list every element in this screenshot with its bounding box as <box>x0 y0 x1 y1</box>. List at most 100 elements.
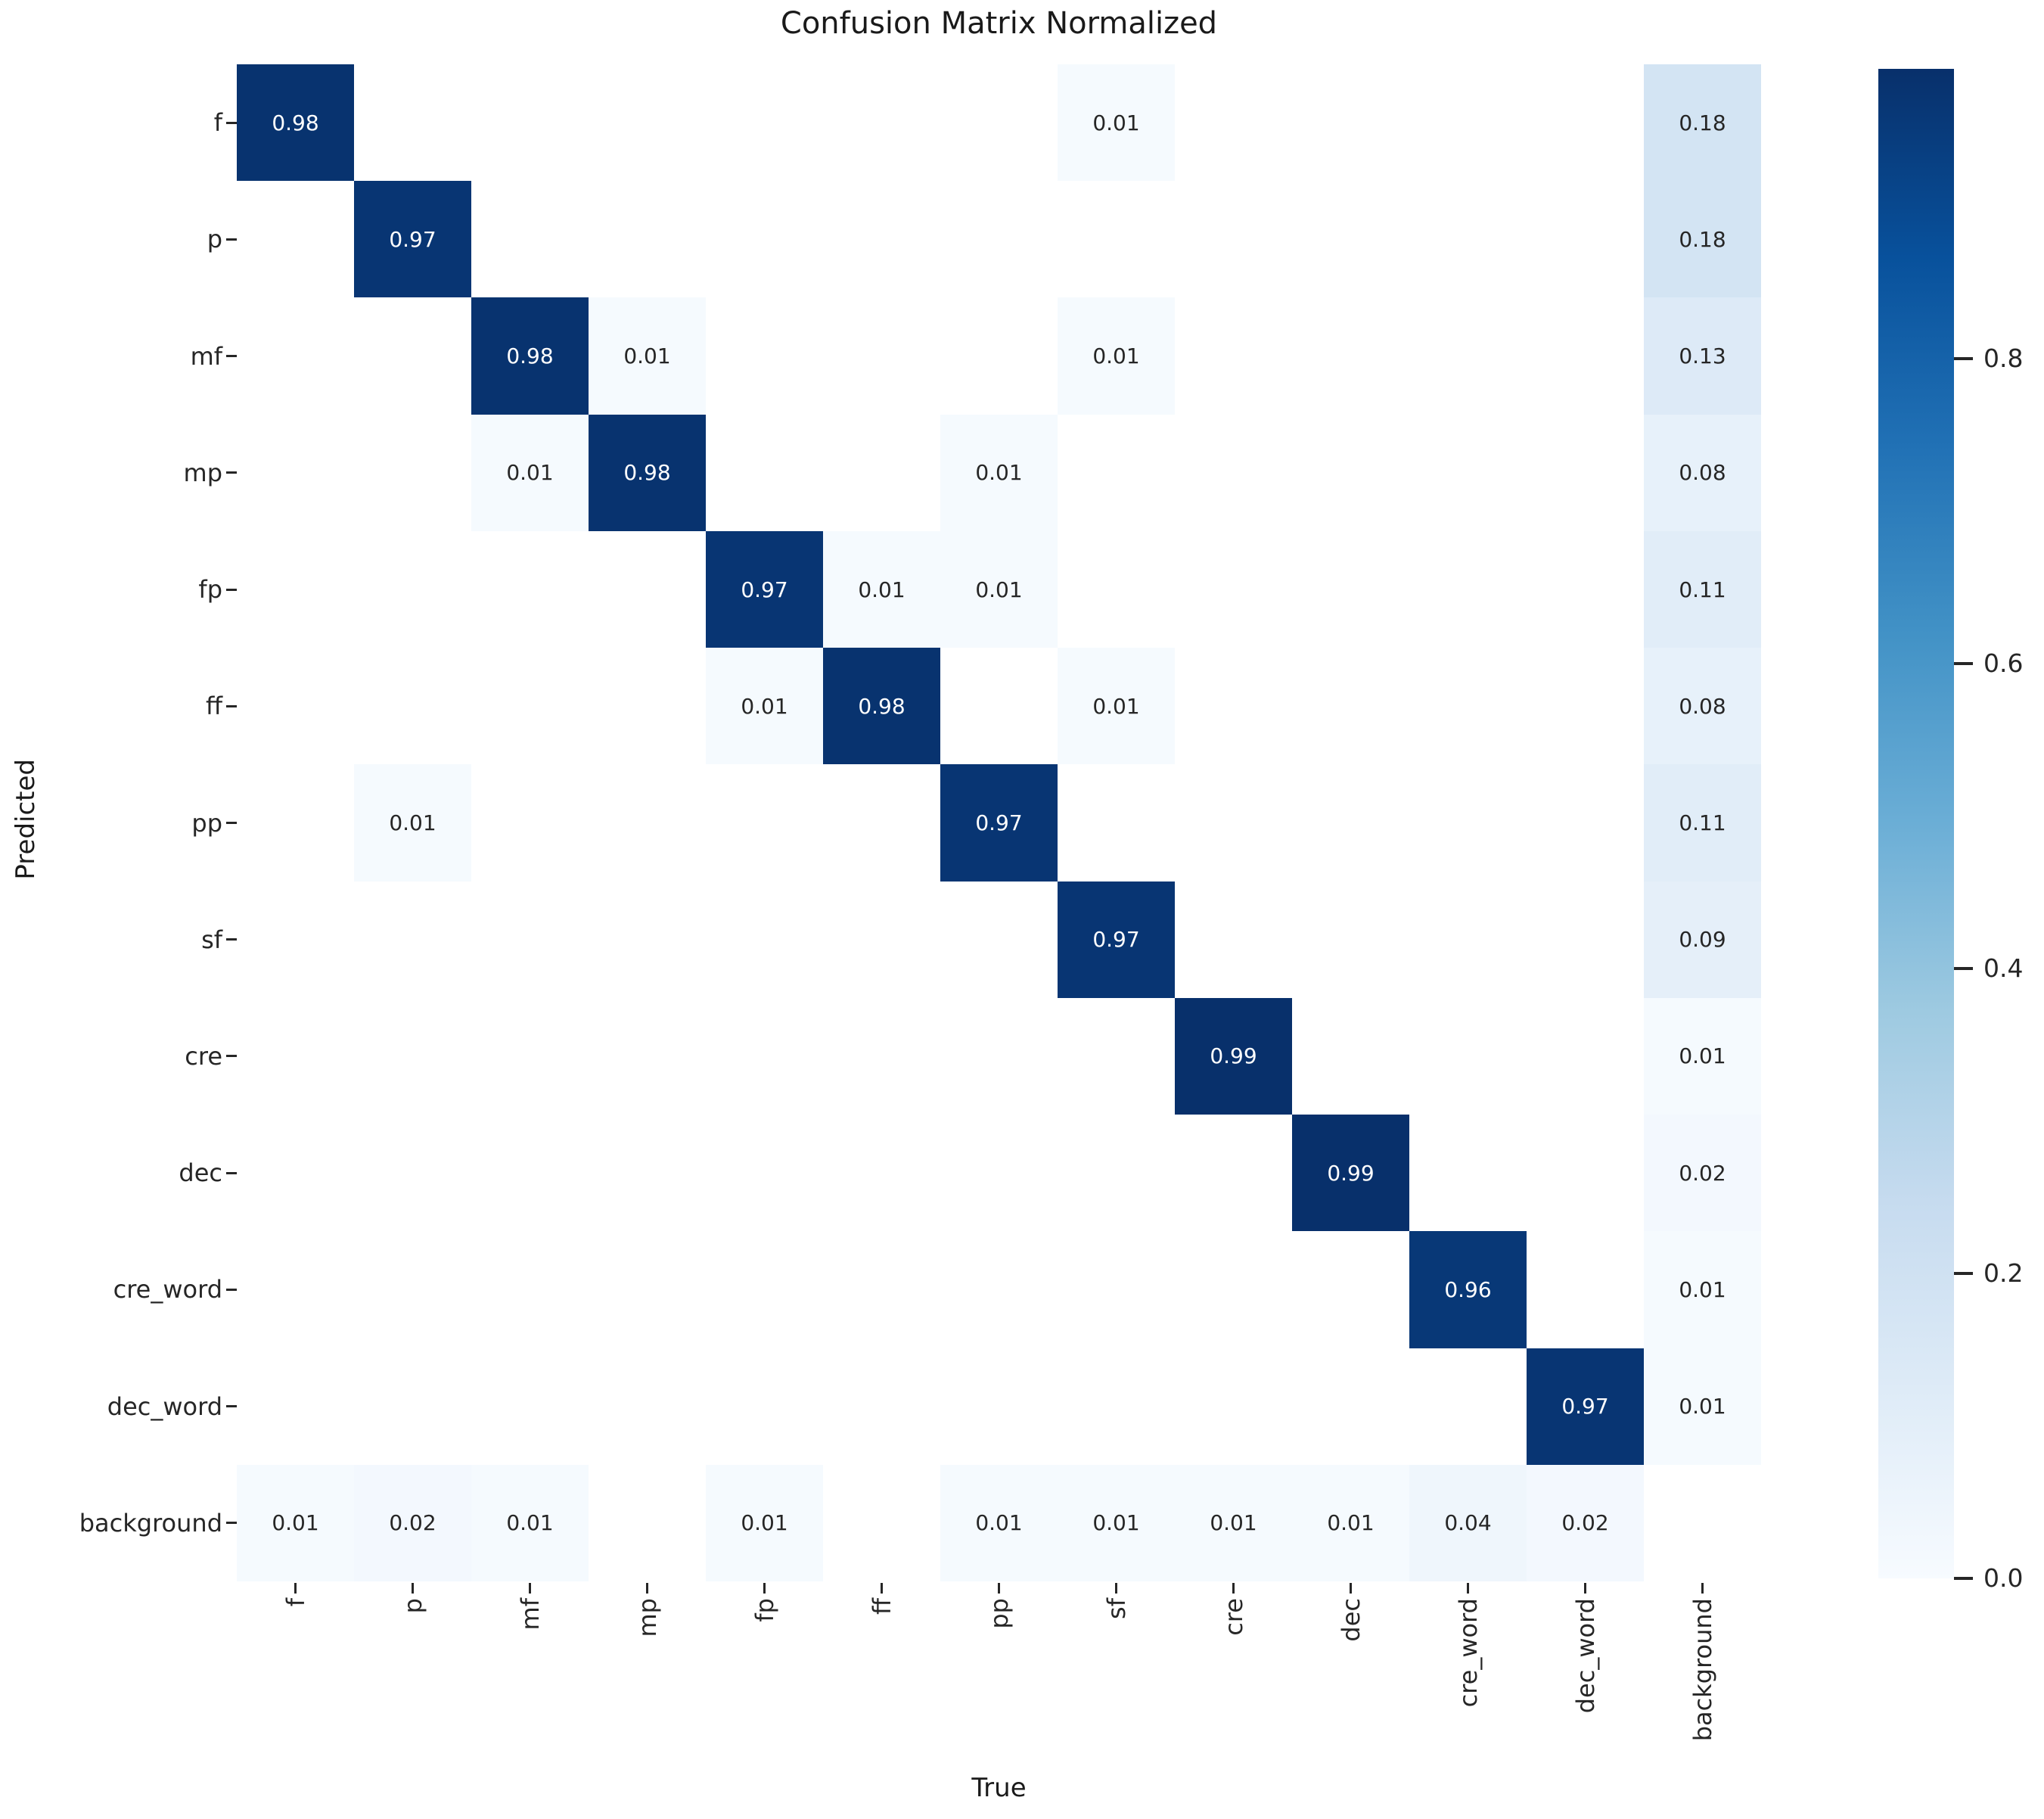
heatmap-cell <box>1292 297 1409 415</box>
heatmap-cell: 0.99 <box>1175 997 1292 1115</box>
heatmap-cell <box>471 1115 589 1232</box>
x-tick-mark <box>1350 1583 1352 1594</box>
heatmap-cell <box>354 1348 471 1465</box>
heatmap-cell: 0.97 <box>940 764 1058 882</box>
heatmap-cell <box>940 64 1058 182</box>
heatmap-cell <box>589 648 706 765</box>
heatmap-cell <box>1409 414 1527 531</box>
heatmap-cell <box>471 181 589 298</box>
heatmap-cell <box>940 1231 1058 1348</box>
heatmap-cell <box>589 530 706 648</box>
y-tick-mark <box>226 238 237 241</box>
heatmap-cell: 0.02 <box>1644 1115 1761 1232</box>
heatmap-cell <box>589 1464 706 1581</box>
heatmap-cell <box>1292 64 1409 182</box>
heatmap-cell: 0.97 <box>354 181 471 298</box>
heatmap-cell <box>237 181 354 298</box>
y-tick-label: pp <box>191 808 222 838</box>
heatmap-cell: 0.97 <box>1058 881 1175 998</box>
heatmap-cell: 0.98 <box>823 648 940 765</box>
heatmap-cell: 0.01 <box>1058 648 1175 765</box>
heatmap-cell: 0.08 <box>1644 648 1761 765</box>
y-tick-mark <box>226 1171 237 1174</box>
heatmap-cell <box>823 1231 940 1348</box>
heatmap-cell: 0.01 <box>1058 64 1175 182</box>
heatmap-cell <box>1058 997 1175 1115</box>
colorbar-tick-mark <box>1954 661 1973 665</box>
heatmap-cell <box>823 881 940 998</box>
heatmap-cell <box>940 1348 1058 1465</box>
heatmap-cell <box>1175 181 1292 298</box>
heatmap-cell <box>823 1348 940 1465</box>
heatmap-cell <box>940 648 1058 765</box>
heatmap-cell <box>823 414 940 531</box>
y-tick-mark <box>226 1288 237 1291</box>
heatmap-cell <box>1409 64 1527 182</box>
heatmap-cell <box>1527 1231 1644 1348</box>
y-tick-mark <box>226 355 237 358</box>
y-tick-label: dec_word <box>107 1391 222 1421</box>
y-tick-mark <box>226 1055 237 1058</box>
colorbar-tick-label: 0.2 <box>1983 1258 2024 1288</box>
x-tick-mark <box>646 1583 648 1594</box>
heatmap-cell <box>1292 881 1409 998</box>
heatmap-grid: 0.98 0.01 0.18 0.97 0.18 0.98 0.01 0.01 0.13 0.01… <box>237 64 1761 1581</box>
y-tick-label: dec <box>179 1158 222 1188</box>
heatmap-cell <box>1175 64 1292 182</box>
heatmap-cell <box>706 64 823 182</box>
heatmap-cell <box>1409 297 1527 415</box>
heatmap-cell <box>471 881 589 998</box>
x-axis-label: True <box>971 1773 1027 1803</box>
x-tick-label: cre_word <box>1453 1598 1483 1708</box>
heatmap-cell <box>1527 881 1644 998</box>
heatmap-cell <box>1527 530 1644 648</box>
heatmap-cell <box>1058 414 1175 531</box>
colorbar-tick-label: 0.8 <box>1983 343 2024 373</box>
heatmap-cell <box>1292 648 1409 765</box>
heatmap-cell <box>823 1115 940 1232</box>
heatmap-cell <box>1292 181 1409 298</box>
heatmap-cell: 0.96 <box>1409 1231 1527 1348</box>
heatmap-cell: 0.01 <box>940 1464 1058 1581</box>
heatmap-cell <box>1058 530 1175 648</box>
heatmap-cell <box>940 997 1058 1115</box>
heatmap-cell <box>1409 881 1527 998</box>
y-tick-label: p <box>207 225 222 254</box>
heatmap-cell <box>354 297 471 415</box>
heatmap-cell: 0.01 <box>237 1464 354 1581</box>
heatmap-cell: 0.01 <box>940 530 1058 648</box>
y-tick-label: cre <box>185 1041 222 1071</box>
x-tick-label: background <box>1688 1598 1717 1742</box>
heatmap-cell <box>706 1231 823 1348</box>
heatmap-cell: 0.98 <box>471 297 589 415</box>
heatmap-cell: 0.01 <box>1058 297 1175 415</box>
heatmap-cell <box>823 1464 940 1581</box>
heatmap-cell <box>237 1115 354 1232</box>
y-tick-label: mf <box>190 341 222 371</box>
heatmap-cell <box>237 1348 354 1465</box>
colorbar-tick-mark <box>1954 966 1973 970</box>
y-tick-label: mp <box>183 458 222 487</box>
x-tick-mark <box>1467 1583 1469 1594</box>
heatmap-cell: 0.02 <box>1527 1464 1644 1581</box>
heatmap-cell <box>1058 764 1175 882</box>
heatmap-cell: 0.09 <box>1644 881 1761 998</box>
heatmap-cell <box>237 648 354 765</box>
y-tick-mark <box>226 471 237 474</box>
heatmap-cell <box>589 181 706 298</box>
x-tick-label: dec_word <box>1570 1598 1600 1714</box>
heatmap-cell <box>706 297 823 415</box>
x-tick-label: dec <box>1336 1598 1365 1642</box>
heatmap-cell <box>589 764 706 882</box>
heatmap-cell: 0.01 <box>940 414 1058 531</box>
heatmap-cell <box>354 414 471 531</box>
heatmap-cell: 0.11 <box>1644 764 1761 882</box>
heatmap-cell <box>354 881 471 998</box>
colorbar-tick-label: 0.4 <box>1983 953 2024 983</box>
heatmap-cell <box>354 648 471 765</box>
heatmap-cell: 0.01 <box>706 648 823 765</box>
heatmap-cell <box>471 1348 589 1465</box>
heatmap-cell <box>1644 1464 1761 1581</box>
y-tick-mark <box>226 121 237 124</box>
